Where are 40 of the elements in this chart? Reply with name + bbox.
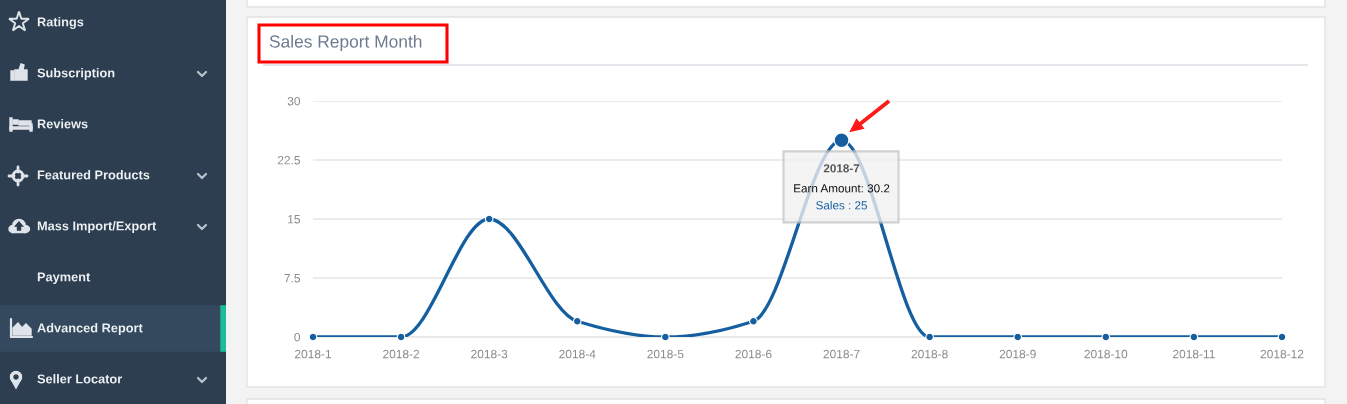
chart-title: Sales Report Month (269, 34, 422, 52)
point (925, 332, 934, 342)
x-tick-label: 2018-11 (1173, 349, 1215, 359)
point (484, 214, 494, 224)
x-tick-label: 2018-4 (559, 349, 596, 359)
y-tick-label: 30 (287, 96, 301, 106)
text: Subscription (37, 68, 115, 80)
x-tick-label: 2018-1 (295, 349, 332, 359)
x-tick-label: 2018-8 (911, 349, 948, 359)
text: Mass Import/Export (37, 221, 157, 233)
y-tick-label: 22.5 (277, 155, 300, 165)
text: Seller Locator (37, 374, 123, 384)
y-tick-label: 15 (288, 215, 300, 224)
x-tick-label: 2018-5 (647, 349, 684, 359)
point (572, 316, 582, 326)
y-tick-label: 0 (294, 332, 301, 342)
x-tick-label: 2018-6 (735, 349, 772, 359)
point (1277, 332, 1287, 342)
x-tick-label: 2018-3 (471, 349, 508, 359)
x-tick-label: 2018-10 (1084, 349, 1128, 359)
point (661, 332, 670, 342)
y-tick-label: 7.5 (284, 274, 300, 283)
x-tick-label: 2018-2 (383, 349, 420, 359)
text: Ratings (37, 17, 84, 29)
point (1101, 332, 1111, 342)
x-tick-label: 2018-9 (999, 349, 1036, 359)
point (749, 316, 758, 326)
point (308, 332, 318, 342)
text: Advanced Report (37, 323, 143, 335)
annotation: Earn Amount: 30.2 (794, 184, 890, 193)
point (1013, 332, 1023, 342)
annotation: 2018-7 (823, 164, 860, 173)
text: Featured Products (37, 170, 150, 180)
text: Reviews (37, 119, 88, 129)
text: Payment (37, 272, 91, 284)
annotation: Sales : 25 (816, 200, 867, 210)
point (396, 332, 406, 342)
x-tick-label: 2018-7 (823, 349, 860, 359)
x-tick-label: 2018-12 (1260, 349, 1304, 359)
point (1189, 332, 1199, 342)
